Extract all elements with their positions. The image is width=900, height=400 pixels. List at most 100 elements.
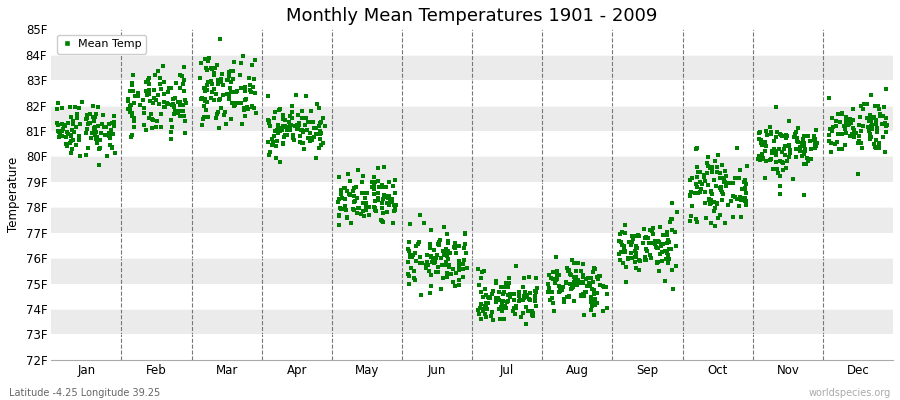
Point [641, 235, 655, 242]
Point [707, 223, 722, 229]
Point [417, 220, 431, 226]
Point [243, 89, 257, 96]
Point [93, 137, 107, 143]
Point [441, 248, 455, 254]
Point [154, 110, 168, 117]
Point [555, 287, 570, 293]
Point [230, 88, 245, 94]
Point [726, 214, 741, 220]
Point [518, 321, 533, 328]
Point [770, 129, 784, 136]
Point [660, 240, 674, 246]
Point [654, 249, 669, 255]
Point [198, 98, 212, 104]
Point [262, 152, 276, 158]
Point [429, 251, 444, 258]
Point [519, 294, 534, 300]
Point [197, 114, 211, 120]
Point [853, 140, 868, 146]
Point [483, 294, 498, 301]
Point [873, 111, 887, 117]
Point [338, 203, 353, 209]
Point [173, 85, 187, 91]
Point [205, 66, 220, 72]
Point [433, 236, 447, 243]
Point [303, 130, 318, 136]
Point [693, 169, 707, 175]
Point [725, 179, 740, 186]
Point [172, 108, 186, 114]
Point [870, 103, 885, 109]
Point [579, 289, 593, 295]
Point [127, 118, 141, 124]
Point [340, 214, 355, 220]
Point [424, 272, 438, 278]
Point [50, 99, 65, 106]
Point [759, 157, 773, 164]
Point [216, 92, 230, 98]
Point [500, 304, 514, 311]
Point [662, 237, 676, 243]
Point [630, 245, 644, 252]
Point [872, 141, 886, 148]
Point [125, 110, 140, 116]
Point [409, 242, 423, 249]
Point [627, 232, 642, 239]
Point [662, 256, 676, 262]
Point [638, 257, 652, 263]
Point [570, 282, 584, 288]
Point [408, 250, 422, 256]
Title: Monthly Mean Temperatures 1901 - 2009: Monthly Mean Temperatures 1901 - 2009 [286, 7, 658, 25]
Point [714, 186, 728, 193]
Point [650, 259, 664, 265]
Point [734, 186, 749, 192]
Point [508, 304, 523, 311]
Point [867, 141, 881, 147]
Point [876, 134, 890, 140]
Point [294, 127, 309, 133]
Point [121, 106, 135, 113]
Point [157, 78, 171, 85]
Point [238, 84, 252, 90]
Point [230, 100, 244, 106]
Point [108, 149, 122, 156]
Point [78, 130, 93, 136]
Point [592, 273, 607, 279]
Point [94, 121, 109, 127]
Point [658, 255, 672, 262]
Point [808, 143, 823, 150]
Point [854, 145, 868, 151]
Point [632, 256, 646, 263]
Point [145, 116, 159, 122]
Point [90, 122, 104, 129]
Point [270, 138, 284, 144]
Point [262, 118, 276, 124]
Point [166, 103, 181, 110]
Point [564, 257, 579, 263]
Point [754, 150, 769, 157]
Point [706, 176, 721, 183]
Point [202, 55, 216, 61]
Point [234, 85, 248, 91]
Point [660, 232, 674, 238]
Point [177, 87, 192, 94]
Point [65, 146, 79, 152]
Point [841, 118, 855, 124]
Point [50, 120, 65, 127]
Point [313, 128, 328, 134]
Point [835, 109, 850, 116]
Point [583, 307, 598, 314]
Point [588, 298, 602, 304]
Point [590, 289, 604, 296]
Point [479, 304, 493, 310]
Point [598, 284, 612, 290]
Point [845, 106, 859, 112]
Point [204, 89, 219, 96]
Point [724, 198, 738, 204]
Point [631, 232, 645, 238]
Point [141, 75, 156, 81]
Point [88, 124, 103, 130]
Point [158, 104, 173, 110]
Point [235, 121, 249, 128]
Point [739, 198, 753, 204]
